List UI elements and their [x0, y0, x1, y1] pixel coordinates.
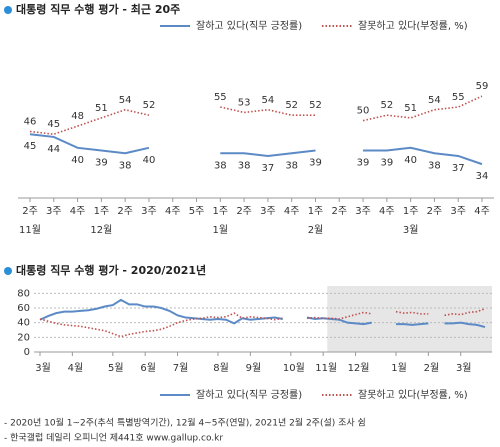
x-tick-label: 3월 [456, 362, 472, 374]
value-label: 34 [476, 171, 489, 182]
value-label: 52 [380, 100, 393, 111]
value-label: 45 [47, 119, 60, 130]
value-label: 52 [309, 100, 322, 111]
value-label: 50 [357, 106, 370, 117]
value-label: 46 [24, 117, 37, 128]
x-tick-label: 1월 [391, 362, 407, 374]
x-group-label: 2월 [308, 224, 324, 236]
value-label: 51 [95, 103, 108, 114]
x-tick-label: 7월 [173, 362, 189, 374]
footnote: - 2020년 10월 1~2주(추석 특별방역기간), 12월 4~5주(연말… [4, 417, 366, 429]
x-tick-label: 8월 [213, 362, 229, 374]
bullet [4, 6, 12, 14]
x-tick-label: 4주 [379, 206, 395, 217]
legend-label: 잘하고 있다(직무 긍정률) [196, 388, 302, 401]
recent-shade [327, 286, 492, 352]
x-group-label: 11월 [19, 224, 41, 236]
value-label: 40 [143, 155, 156, 166]
x-tick-label: 5주 [189, 206, 205, 217]
value-label: 38 [214, 160, 227, 171]
series-line [29, 95, 483, 136]
x-tick-label: 11월 [315, 362, 337, 374]
x-tick-label: 2주 [22, 206, 38, 217]
value-label: 40 [71, 155, 84, 166]
x-tick-label: 2주 [117, 206, 133, 217]
bullet [4, 267, 12, 275]
x-tick-label: 3주 [46, 206, 62, 217]
y-tick-label: 0 [24, 347, 30, 358]
value-label: 37 [262, 163, 275, 174]
series-line [39, 307, 486, 338]
value-label: 39 [309, 158, 322, 169]
value-label: 38 [119, 160, 132, 171]
x-tick-label: 3주 [355, 206, 371, 217]
x-tick-label: 5월 [108, 362, 124, 374]
value-label: 55 [452, 92, 465, 103]
x-tick-label: 3주 [141, 206, 157, 217]
value-label: 39 [380, 158, 393, 169]
value-label: 38 [285, 160, 298, 171]
x-tick-label: 1주 [213, 206, 229, 217]
value-label: 40 [404, 155, 417, 166]
value-label: 45 [24, 141, 37, 152]
legend-label: 잘못하고 있다(부정률, %) [358, 19, 468, 32]
value-label: 54 [262, 95, 275, 106]
x-tick-label: 9월 [246, 362, 262, 374]
value-label: 54 [428, 95, 441, 106]
value-label: 37 [452, 163, 465, 174]
value-label: 53 [238, 97, 251, 108]
value-label: 51 [404, 103, 417, 114]
x-tick-label: 4주 [165, 206, 181, 217]
x-tick-label: 6월 [140, 362, 156, 374]
series-line [29, 133, 483, 166]
x-tick-label: 4월 [68, 362, 84, 374]
value-label: 39 [357, 158, 370, 169]
x-group-label: 1월 [213, 224, 229, 236]
x-tick-label: 2주 [427, 206, 443, 217]
value-label: 55 [214, 92, 227, 103]
y-tick-label: 20 [17, 332, 30, 343]
value-label: 48 [71, 111, 84, 122]
value-label: 38 [428, 160, 441, 171]
x-tick-label: 4주 [70, 206, 86, 217]
x-tick-label: 1주 [94, 206, 110, 217]
y-tick-label: 40 [17, 318, 30, 329]
x-tick-label: 1주 [403, 206, 419, 217]
x-tick-label: 2주 [331, 206, 347, 217]
legend-label: 잘못하고 있다(부정률, %) [358, 388, 468, 401]
value-label: 38 [238, 160, 251, 171]
value-label: 44 [47, 144, 60, 155]
value-label: 39 [95, 158, 108, 169]
chart-title: 대통령 직무 수행 평가 - 2020/2021년 [16, 263, 206, 277]
value-label: 59 [476, 81, 489, 92]
x-tick-label: 4주 [474, 206, 490, 217]
chart-title: 대통령 직무 수행 평가 - 최근 20주 [16, 2, 180, 16]
x-tick-label: 12월 [348, 362, 370, 374]
x-group-label: 12월 [90, 224, 112, 236]
value-label: 52 [143, 100, 156, 111]
x-tick-label: 4주 [284, 206, 300, 217]
x-tick-label: 10월 [283, 362, 305, 374]
x-tick-label: 1주 [308, 206, 324, 217]
y-tick-label: 80 [17, 288, 30, 299]
x-tick-label: 3월 [35, 362, 51, 374]
x-tick-label: 3주 [260, 206, 276, 217]
y-tick-label: 60 [17, 303, 30, 314]
legend-label: 잘하고 있다(직무 긍정률) [196, 19, 302, 32]
footnote: - 한국갤럽 데일리 오피니언 제441호 www.gallup.co.kr [4, 432, 223, 444]
x-tick-label: 3주 [450, 206, 466, 217]
value-label: 54 [119, 95, 132, 106]
x-tick-label: 2주 [236, 206, 252, 217]
value-label: 52 [285, 100, 298, 111]
x-group-label: 3월 [403, 224, 419, 236]
x-tick-label: 2월 [424, 362, 440, 374]
